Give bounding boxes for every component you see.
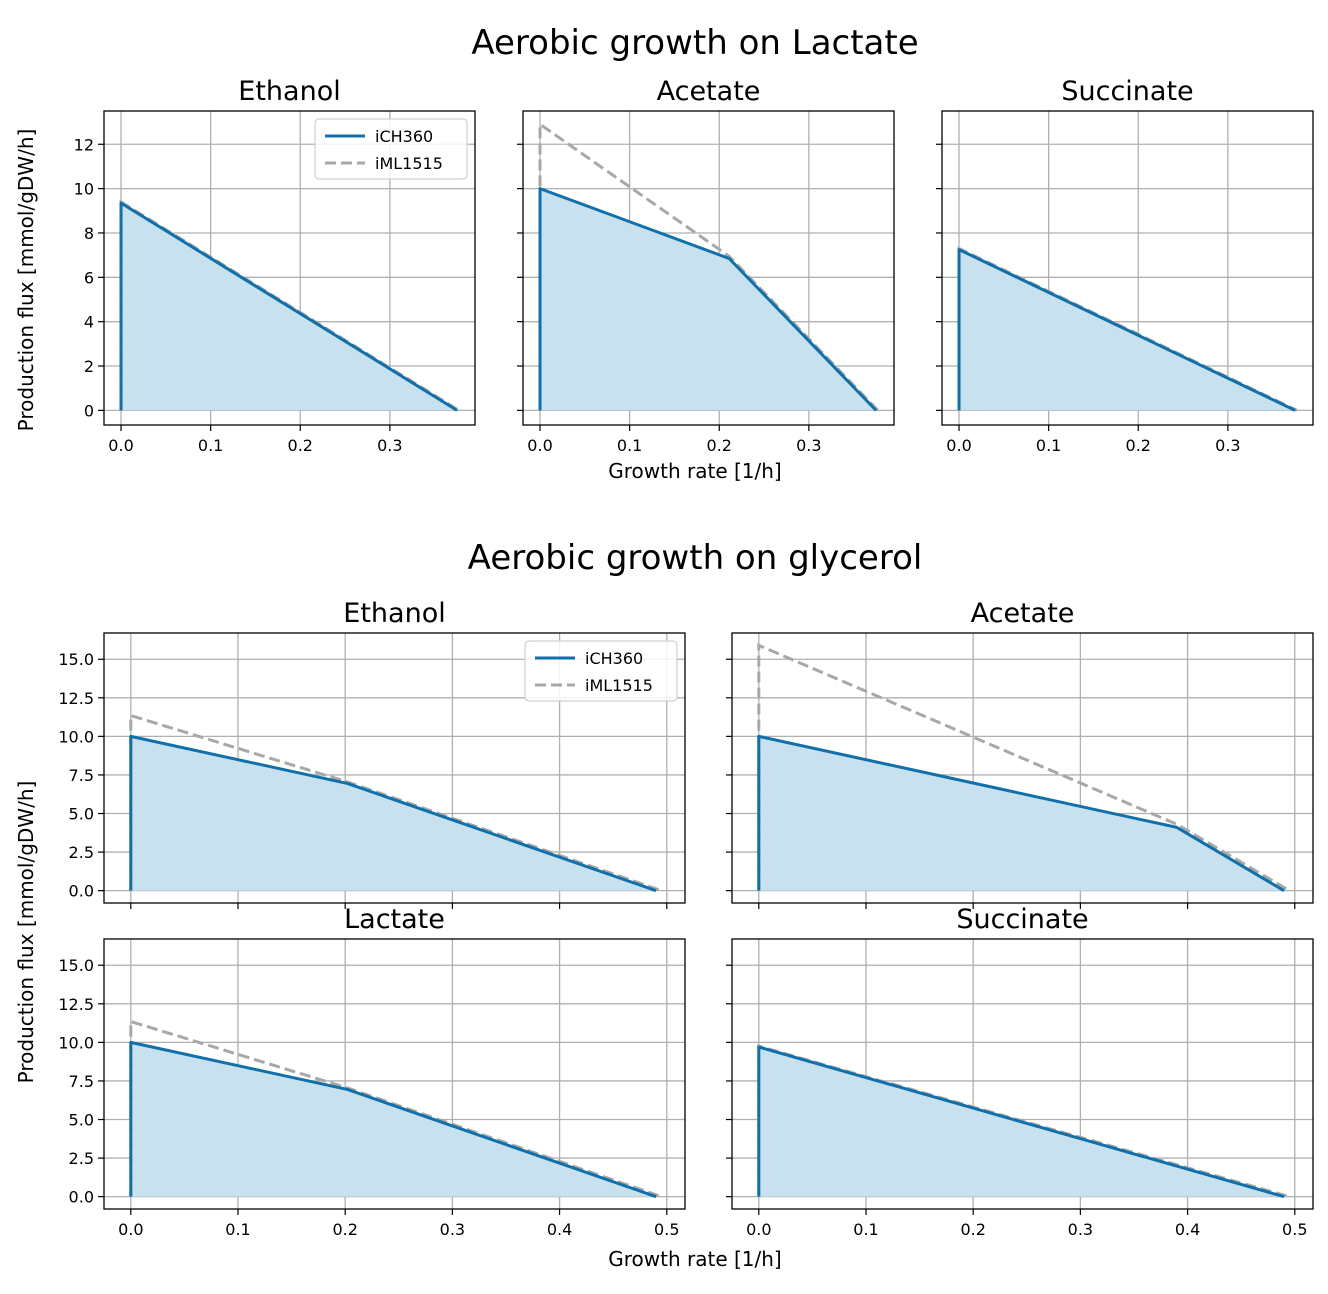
ethanol-axes-frame [103, 632, 686, 904]
succinate-panel-title: Succinate [1061, 76, 1193, 107]
lactate-ytick-label-5: 12.5 [58, 995, 94, 1014]
lactate-xtick-label-0: 0.0 [118, 1220, 143, 1239]
lactate-xtick-label-3: 0.3 [440, 1220, 465, 1239]
acetate-axes-frame [731, 632, 1314, 904]
ethanol-ytick-label-5: 10 [74, 180, 94, 199]
ethanol-ytick-label-6: 15.0 [58, 650, 94, 669]
ethanol-axes-frame [103, 110, 476, 426]
acetate-xtick-label-1: 0.1 [617, 436, 642, 455]
ethanol-ich360-line [119, 201, 458, 412]
lactate-ytick-label-3: 7.5 [69, 1072, 94, 1091]
ethanol-ytick-label-4: 10.0 [58, 727, 94, 746]
lactate-ich360-line [129, 1040, 657, 1199]
acetate-xtick-label-0: 0.0 [527, 436, 552, 455]
ethanol-ytick-label-4: 8 [84, 224, 94, 243]
lactate-ytick-label-1: 2.5 [69, 1149, 94, 1168]
ethanol-ytick-label-6: 12 [74, 135, 94, 154]
ethanol-ich360-line [129, 734, 657, 893]
ethanol-ytick-label-2: 5.0 [69, 805, 94, 824]
succinate-xtick-label-4: 0.4 [1175, 1220, 1200, 1239]
succinate-xtick-label-2: 0.2 [960, 1220, 985, 1239]
succinate-xtick-label-1: 0.1 [1036, 436, 1061, 455]
legend-ich360-label: iCH360 [585, 649, 643, 668]
legend-iml1515-label: iML1515 [585, 676, 653, 695]
glycerol-ylabel: Production flux [mmol/gDW/h] [14, 781, 38, 1084]
ethanol-ytick-label-1: 2 [84, 357, 94, 376]
lactate-ytick-label-0: 0.0 [69, 1188, 94, 1207]
lactate-xtick-label-4: 0.4 [547, 1220, 572, 1239]
succinate-ich360-line [757, 1045, 1285, 1199]
acetate-xtick-label-3: 0.3 [796, 436, 821, 455]
lactate-ylabel: Production flux [mmol/gDW/h] [14, 129, 38, 432]
glycerol-xlabel: Growth rate [1/h] [608, 1247, 781, 1271]
ethanol-xtick-label-0: 0.0 [108, 436, 133, 455]
succinate-xtick-label-1: 0.1 [853, 1220, 878, 1239]
acetate-panel-title: Acetate [971, 598, 1075, 629]
succinate-panel-title: Succinate [956, 904, 1088, 935]
succinate-xtick-label-3: 0.3 [1215, 436, 1240, 455]
legend-iml1515-label: iML1515 [375, 154, 443, 173]
succinate-xtick-label-2: 0.2 [1126, 436, 1151, 455]
lactate-succinate-panel: 0.0 0.1 0.2 0.3 Succinate [936, 76, 1314, 455]
acetate-xtick-label-2: 0.2 [707, 436, 732, 455]
legend-ich360-label: iCH360 [375, 127, 433, 146]
ethanol-ytick-label-0: 0.0 [69, 882, 94, 901]
ethanol-ytick-label-2: 4 [84, 313, 94, 332]
ethanol-legend-box [524, 640, 678, 702]
ethanol-xtick-label-2: 0.2 [288, 436, 313, 455]
ethanol-ytick-label-3: 6 [84, 268, 94, 287]
glycerol-acetate-panel: Acetate [726, 598, 1314, 909]
ethanol-ytick-label-0: 0 [84, 401, 94, 420]
succinate-xtick-label-5: 0.5 [1282, 1220, 1307, 1239]
lactate-ytick-label-6: 15.0 [58, 956, 94, 975]
glycerol-figure-title: Aerobic growth on glycerol [468, 538, 923, 578]
succinate-xtick-label-3: 0.3 [1068, 1220, 1093, 1239]
succinate-axes-frame [731, 938, 1314, 1210]
ethanol-ich360-area [130, 736, 657, 891]
ethanol-legend-box [314, 118, 468, 180]
acetate-ich360-line [757, 734, 1285, 892]
lactate-ytick-label-4: 10.0 [58, 1033, 94, 1052]
lactate-axes-frame [103, 938, 686, 1210]
ethanol-xtick-label-1: 0.1 [198, 436, 223, 455]
glycerol-lactate-panel: 0.0 0.1 0.2 0.3 0.4 0.5 0.0 2.5 5.0 7.5 10.0 12.5 15… [58, 904, 686, 1239]
succinate-ich360-line [957, 248, 1296, 412]
acetate-ich360-area [540, 188, 877, 411]
glycerol-ethanol-panel: 0.0 2.5 5.0 7.5 10.0 12.5 15.0 Ethanol iCH360 iML… [58, 598, 686, 909]
ethanol-panel-title: Ethanol [238, 76, 340, 107]
ethanol-xtick-label-3: 0.3 [377, 436, 402, 455]
ethanol-ytick-label-1: 2.5 [69, 843, 94, 862]
lactate-xtick-label-5: 0.5 [654, 1220, 679, 1239]
acetate-panel-title: Acetate [657, 76, 761, 107]
acetate-iml1515-line [538, 121, 879, 412]
acetate-ich360-line [538, 187, 878, 412]
acetate-ich360-area [758, 736, 1285, 891]
lactate-xtick-label-2: 0.2 [332, 1220, 357, 1239]
lactate-xtick-label-1: 0.1 [225, 1220, 250, 1239]
lactate-figure-title: Aerobic growth on Lactate [471, 23, 918, 63]
acetate-axes-frame [522, 110, 895, 426]
succinate-axes-frame [941, 110, 1314, 426]
lactate-panel-title: Lactate [344, 904, 445, 935]
glycerol-succinate-panel: 0.0 0.1 0.2 0.3 0.4 0.5 Succinate [726, 904, 1314, 1239]
succinate-xtick-label-0: 0.0 [746, 1220, 771, 1239]
lactate-ich360-area [130, 1042, 657, 1197]
lactate-xlabel: Growth rate [1/h] [608, 459, 781, 483]
lactate-ytick-label-2: 5.0 [69, 1111, 94, 1130]
ethanol-panel-title: Ethanol [343, 598, 445, 629]
ethanol-ytick-label-5: 12.5 [58, 689, 94, 708]
lactate-acetate-panel: 0.0 0.1 0.2 0.3 Acetate [517, 76, 895, 455]
succinate-xtick-label-0: 0.0 [946, 436, 971, 455]
lactate-ethanol-panel: 0.0 0.1 0.2 0.3 0 2 4 6 8 10 12 Ethanol iCH360 iML151… [74, 76, 476, 455]
ethanol-ytick-label-3: 7.5 [69, 766, 94, 785]
